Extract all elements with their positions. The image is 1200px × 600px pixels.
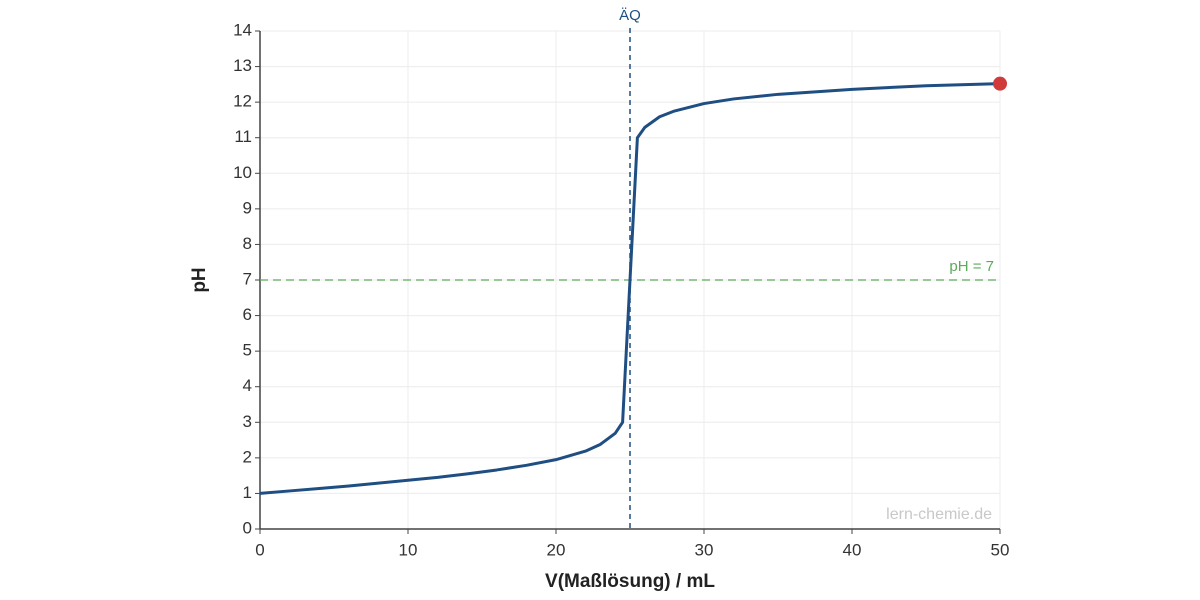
y-tick-label: 13 [233,56,252,75]
y-tick-label: 3 [243,412,252,431]
x-tick-label: 0 [255,540,264,559]
y-tick-label: 4 [243,376,252,395]
x-tick-label: 20 [547,540,566,559]
y-tick-label: 9 [243,198,252,217]
y-tick-label: 11 [234,127,252,146]
end-point [993,76,1007,91]
y-tick-label: 12 [233,92,252,111]
x-tick-label: 50 [991,540,1010,559]
x-tick-label: 30 [695,540,714,559]
y-tick-label: 10 [233,163,252,182]
y-tick-label: 2 [243,447,252,466]
y-tick-label: 7 [243,269,252,288]
y-tick-label: 8 [243,234,252,253]
reference-label: pH = 7 [949,258,994,275]
x-tick-label: 10 [399,540,418,559]
y-tick-label: 0 [243,518,252,537]
watermark: lern-chemie.de [886,506,992,523]
y-tick-label: 1 [243,483,252,502]
y-tick-label: 5 [243,341,252,360]
x-axis-label: V(Maßlösung) / mL [545,571,715,592]
y-axis-label: pH [189,267,210,292]
y-tick-label: 14 [233,20,252,39]
equivalence-label: ÄQ [619,7,641,24]
x-tick-label: 40 [843,540,862,559]
titration-curve [259,82,1001,495]
y-tick-label: 6 [243,305,252,324]
